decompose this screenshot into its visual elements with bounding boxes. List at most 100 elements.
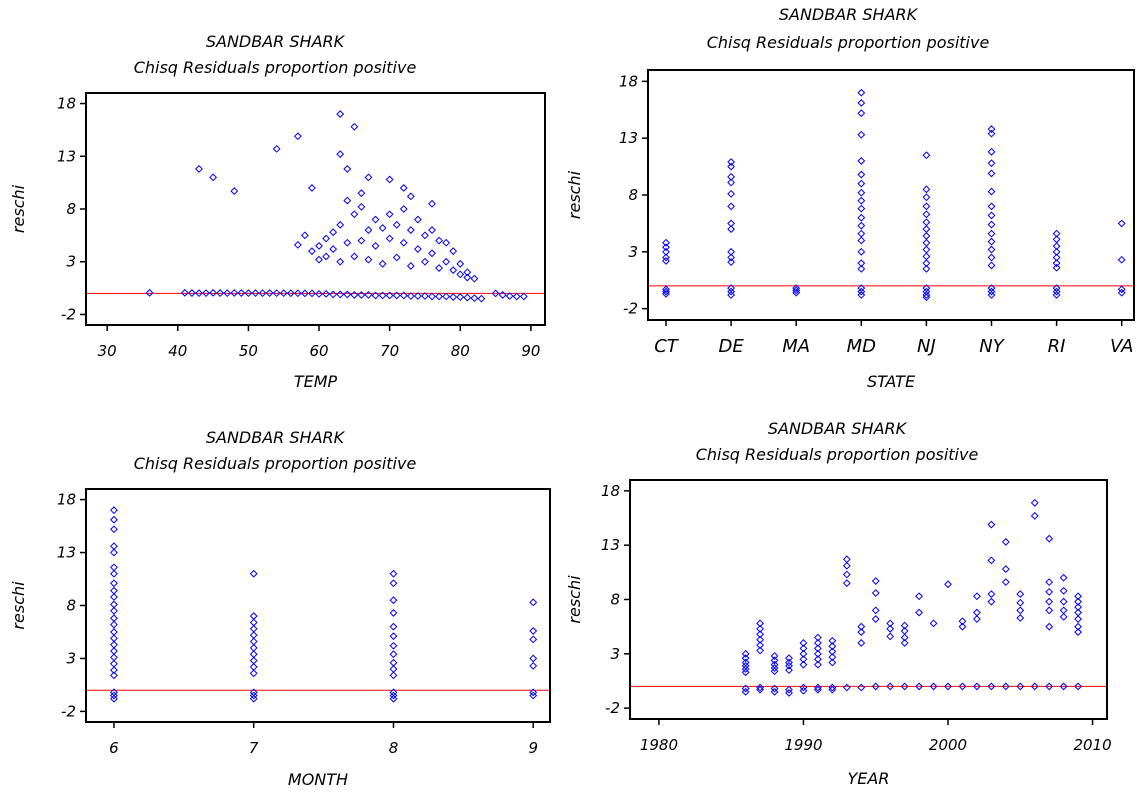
data-point — [922, 225, 931, 233]
data-point — [343, 165, 352, 173]
data-point — [336, 110, 345, 118]
data-point — [1045, 597, 1054, 606]
data-point — [922, 151, 931, 160]
data-point — [110, 628, 118, 636]
data-point — [406, 292, 415, 300]
data-point — [389, 671, 398, 680]
data-point — [871, 615, 880, 623]
data-point — [343, 238, 352, 247]
data-point — [799, 644, 808, 653]
data-point — [385, 210, 394, 219]
data-point — [188, 289, 196, 297]
y-tick-label: 3 — [628, 243, 638, 261]
chart-title: SANDBAR SHARK — [206, 428, 346, 447]
data-point — [378, 259, 387, 268]
x-tick-label: VA — [1110, 336, 1133, 357]
y-tick-label: 13 — [601, 536, 620, 554]
data-point — [857, 287, 866, 296]
y-tick-label: 8 — [66, 200, 76, 218]
data-point — [449, 293, 458, 301]
data-point — [378, 291, 387, 300]
data-point — [399, 184, 408, 192]
y-tick-label: -2 — [61, 702, 76, 720]
data-point — [357, 236, 366, 245]
data-point — [110, 563, 118, 572]
data-point — [785, 666, 793, 675]
data-point — [399, 205, 408, 213]
data-point — [498, 291, 507, 299]
data-point — [1074, 597, 1082, 606]
x-tick-label: 30 — [98, 342, 117, 360]
data-point — [315, 242, 323, 250]
data-point — [421, 257, 429, 266]
x-tick-label: 1990 — [784, 736, 822, 754]
data-point — [336, 290, 345, 299]
data-point — [399, 238, 408, 247]
data-point — [110, 542, 118, 551]
data-point — [727, 172, 736, 181]
data-point — [389, 622, 398, 631]
data-point — [216, 289, 225, 297]
data-point — [857, 639, 866, 647]
data-point — [1045, 587, 1054, 596]
x-tick-label: 70 — [380, 342, 399, 360]
data-point — [357, 291, 366, 299]
y-tick-label: 3 — [66, 253, 76, 271]
y-tick-label: 3 — [66, 649, 76, 667]
data-point — [389, 658, 398, 667]
panel-4: SANDBAR SHARK Chisq Residuals proportion … — [565, 419, 1112, 788]
data-point — [110, 671, 118, 680]
data-point — [756, 646, 764, 655]
x-tick-label: CT — [654, 336, 680, 357]
data-point — [442, 292, 451, 301]
data-point — [1045, 622, 1054, 631]
points — [662, 88, 1126, 302]
data-point — [987, 590, 996, 598]
data-point — [1030, 498, 1039, 507]
data-point — [987, 245, 996, 254]
data-point — [385, 175, 394, 184]
data-point — [308, 289, 316, 298]
data-point — [662, 247, 670, 256]
x-tick-label: MD — [847, 336, 876, 357]
data-point — [249, 650, 258, 659]
data-point — [223, 289, 232, 298]
data-point — [828, 642, 837, 651]
data-point — [230, 289, 239, 297]
data-point — [413, 215, 422, 224]
data-point — [857, 188, 866, 197]
x-tick-label: NJ — [917, 336, 936, 357]
data-point — [857, 622, 866, 631]
x-tick-label: 50 — [239, 342, 258, 360]
data-point — [1052, 263, 1061, 272]
x-tick-label: 60 — [309, 342, 328, 360]
data-point — [1059, 606, 1068, 615]
data-point — [785, 685, 793, 694]
data-point — [110, 515, 118, 524]
x-axis-label: MONTH — [288, 770, 348, 789]
data-point — [249, 631, 258, 640]
data-point — [1052, 253, 1061, 262]
data-point — [922, 259, 931, 268]
data-point — [857, 196, 866, 205]
data-point — [1074, 622, 1082, 631]
data-point — [456, 270, 465, 279]
data-point — [301, 289, 309, 298]
data-point — [1117, 288, 1126, 297]
data-point — [987, 147, 996, 156]
data-point — [392, 253, 401, 262]
data-point — [770, 687, 779, 696]
data-point — [329, 245, 338, 253]
data-point — [958, 622, 967, 631]
x-tick-label: MA — [782, 336, 810, 357]
data-point — [1074, 628, 1082, 636]
data-point — [249, 656, 258, 665]
data-point — [727, 158, 736, 166]
data-point — [727, 287, 736, 296]
data-point — [110, 691, 118, 700]
data-point — [900, 633, 909, 642]
data-point — [371, 215, 380, 224]
data-point — [727, 162, 736, 171]
data-point — [389, 569, 398, 578]
data-point — [529, 598, 538, 607]
